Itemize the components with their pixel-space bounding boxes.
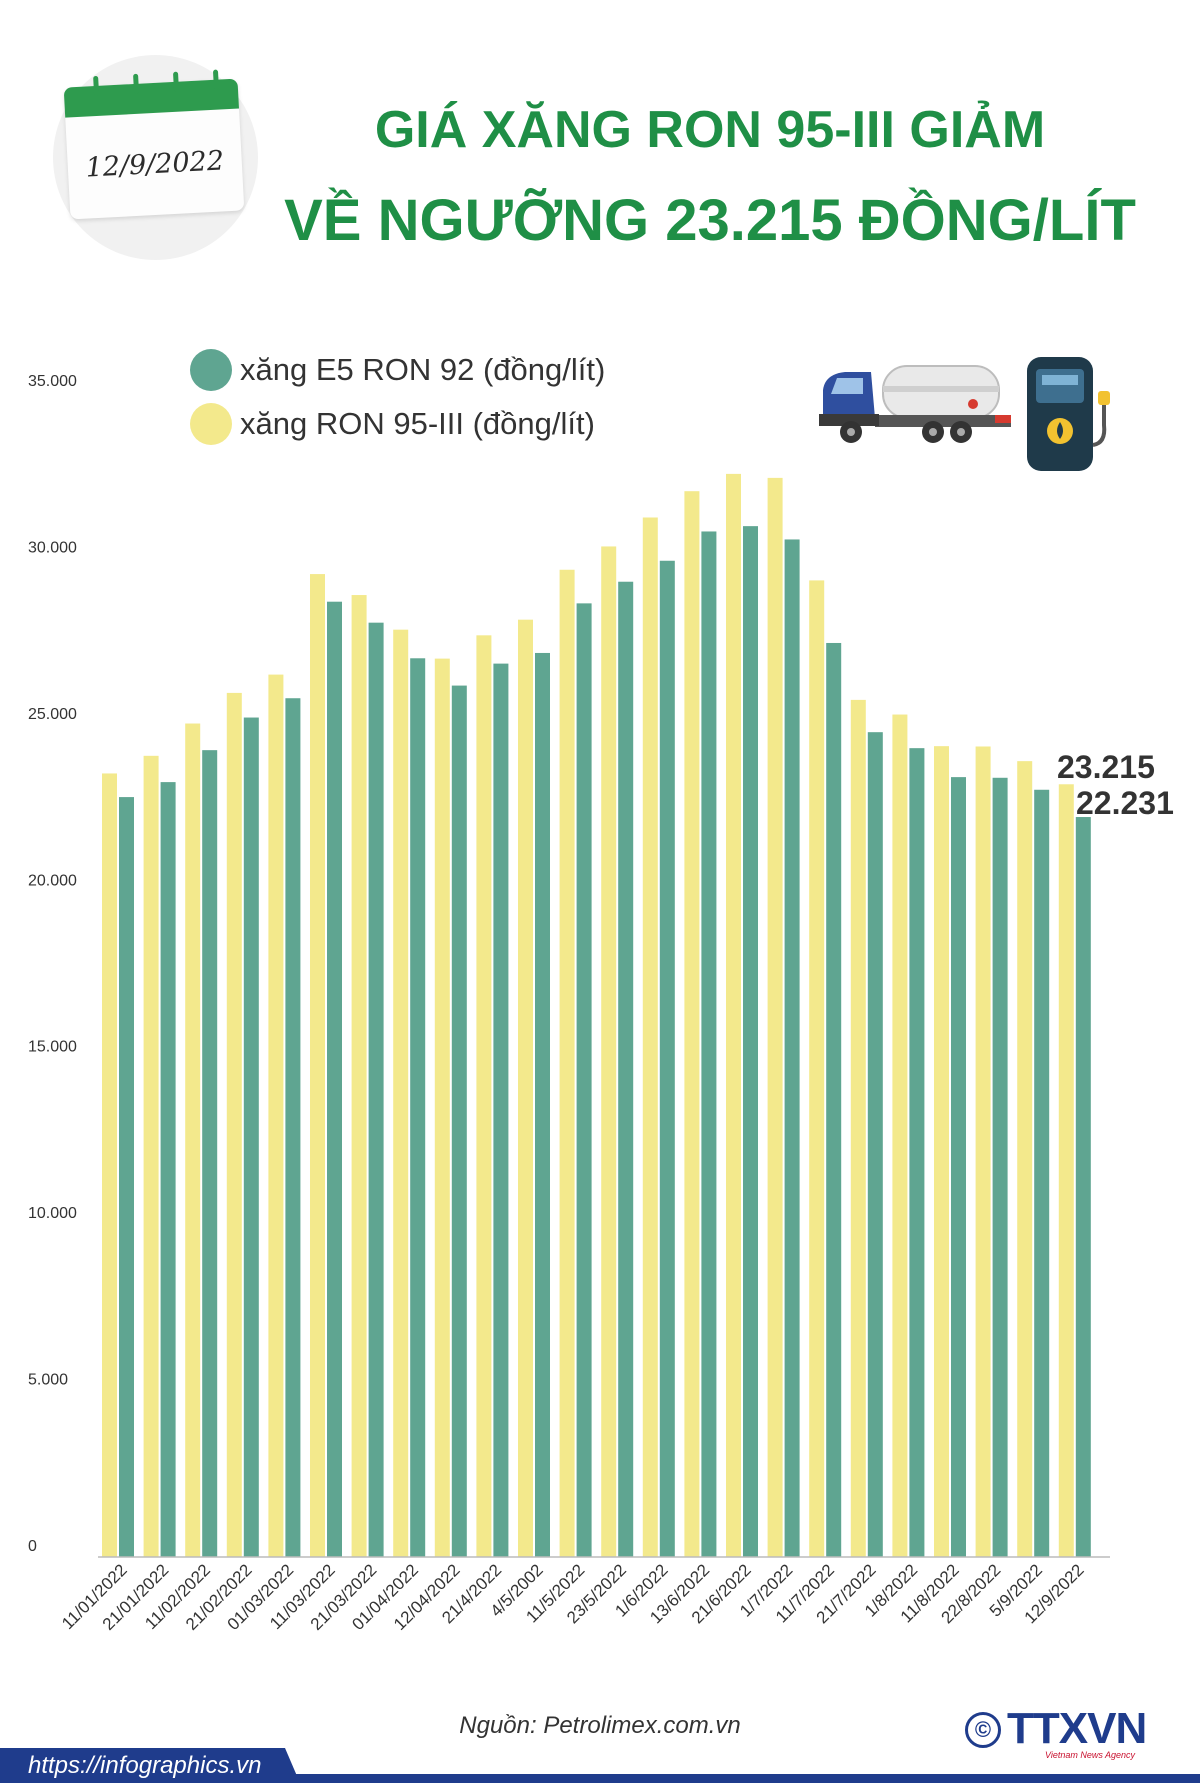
calendar-ring	[212, 69, 219, 90]
bar-e5	[451, 685, 467, 1557]
bar-ron95	[351, 595, 367, 1557]
bar-e5	[618, 581, 634, 1557]
bar-ron95	[892, 714, 908, 1557]
legend-swatch-e5	[190, 349, 232, 391]
bar-ron95	[310, 574, 325, 1557]
legend-label-ron95: xăng RON 95-III (đồng/lít)	[240, 406, 595, 441]
bar-e5	[327, 601, 342, 1557]
y-tick-label: 15.000	[28, 1039, 77, 1056]
calendar-header	[63, 69, 239, 118]
legend-item-e5: xăng E5 RON 92 (đồng/lít)	[190, 348, 605, 392]
calendar-badge: 12/9/2022	[53, 55, 258, 260]
y-tick-label: 5.000	[28, 1372, 68, 1389]
bar-ron95	[268, 674, 284, 1557]
bar-ron95	[518, 619, 533, 1557]
y-tick-label: 10.000	[28, 1205, 77, 1222]
calendar-ring	[93, 75, 100, 97]
bar-ron95	[767, 477, 783, 1557]
logo-subtitle: Vietnam News Agency	[1045, 1750, 1136, 1760]
source-text: Nguồn: Petrolimex.com.vn	[459, 1712, 741, 1739]
y-tick-label: 25.000	[28, 706, 77, 723]
bar-e5	[119, 797, 134, 1557]
bar-ron95	[1058, 784, 1074, 1557]
bar-ron95	[393, 629, 409, 1557]
bar-e5	[410, 658, 426, 1557]
bar-ron95	[809, 580, 825, 1557]
calendar-date: 12/9/2022	[84, 145, 225, 184]
copyright-icon: ©	[965, 1712, 1001, 1748]
legend-swatch-ron95	[190, 403, 232, 445]
bar-e5	[909, 748, 925, 1557]
bar-e5	[535, 652, 550, 1557]
fuel-pump-icon	[1027, 357, 1110, 471]
bar-e5	[285, 698, 301, 1557]
legend-item-ron95: xăng RON 95-III (đồng/lít)	[190, 402, 595, 446]
bar-ron95	[975, 746, 991, 1557]
bar-e5	[743, 526, 758, 1558]
bar-ron95	[642, 517, 658, 1558]
bar-ron95	[102, 773, 117, 1557]
bar-ron95	[185, 723, 201, 1557]
fuel-truck-icon	[819, 365, 1011, 443]
title-line-2: VỀ NGƯỠNG 23.215 ĐỒNG/LÍT	[284, 188, 1136, 253]
bar-ron95	[684, 491, 700, 1558]
bar-e5	[992, 777, 1008, 1557]
bar-e5	[951, 777, 966, 1557]
y-tick-label: 30.000	[28, 539, 77, 556]
bar-e5	[576, 603, 592, 1557]
bar-e5	[243, 717, 259, 1557]
bar-ron95	[476, 635, 492, 1557]
bar-ron95	[1017, 761, 1033, 1557]
legend-label-e5: xăng E5 RON 92 (đồng/lít)	[240, 352, 606, 387]
y-tick-label: 0	[28, 1538, 37, 1555]
bar-e5	[1075, 817, 1091, 1557]
bar-e5	[826, 642, 842, 1557]
bar-chart: 0 5.000 10.000 15.000 20.000 25.000 30.000 35.0…	[28, 373, 1174, 1634]
title-line-1: GIÁ XĂNG RON 95-III GIẢM	[374, 101, 1046, 159]
logo-text: TTXVN	[1007, 1704, 1147, 1753]
y-tick-label: 20.000	[28, 872, 77, 889]
data-label-e5: 22.231	[1076, 785, 1174, 821]
calendar-ring	[172, 71, 180, 92]
bar-e5	[701, 531, 717, 1557]
ttxvn-logo: © TTXVN Vietnam News Agency	[965, 1704, 1180, 1768]
bar-ron95	[601, 546, 617, 1557]
bar-ron95	[143, 755, 159, 1557]
footer-line	[295, 1774, 1200, 1783]
footer-url-link[interactable]: https://infographics.vn	[28, 1752, 262, 1779]
bar-e5	[659, 560, 675, 1557]
bar-e5	[160, 782, 176, 1557]
bar-e5	[867, 732, 883, 1557]
bar-ron95	[726, 473, 741, 1558]
bar-e5	[493, 663, 509, 1557]
y-tick-label: 35.000	[28, 373, 77, 390]
footer-bar	[0, 1748, 300, 1783]
bar-e5	[784, 539, 800, 1557]
bar-e5	[368, 622, 384, 1557]
data-label-ron95: 23.215	[1057, 749, 1155, 785]
bar-ron95	[850, 699, 866, 1557]
bar-e5	[1034, 789, 1050, 1557]
bar-e5	[202, 750, 218, 1557]
bar-ron95	[934, 746, 949, 1557]
bar-ron95	[226, 692, 242, 1557]
bar-ron95	[434, 658, 450, 1557]
calendar-icon: 12/9/2022	[63, 69, 245, 220]
calendar-ring	[133, 73, 140, 94]
bar-ron95	[559, 569, 575, 1557]
